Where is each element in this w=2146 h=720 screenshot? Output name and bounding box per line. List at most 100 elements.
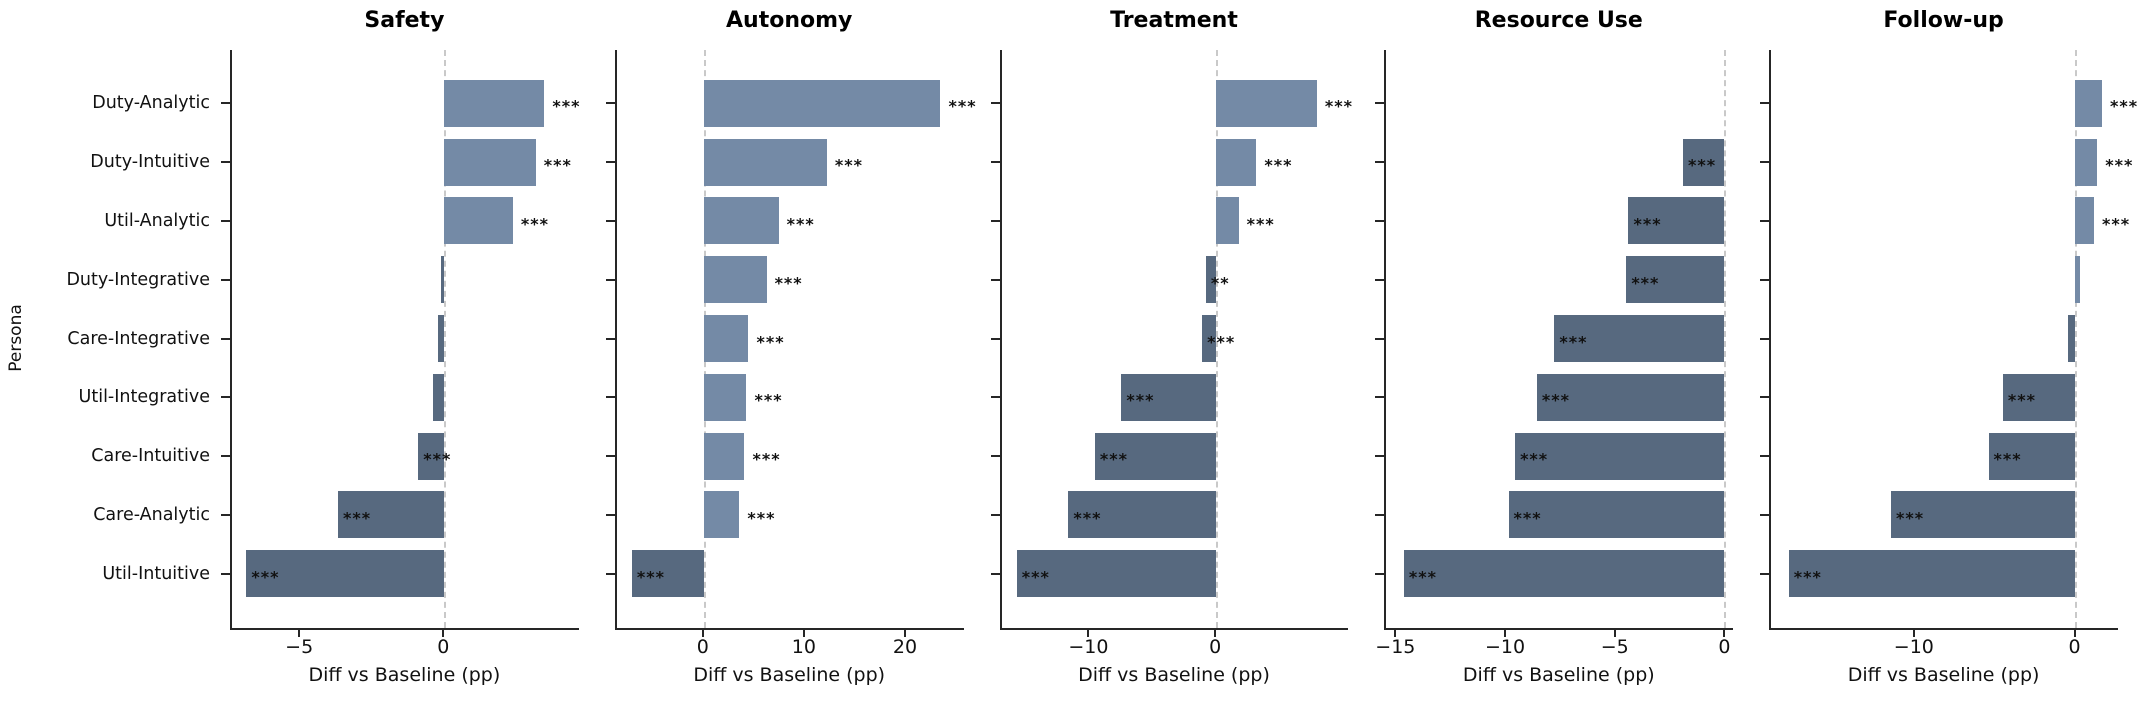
row-duty-analytic [1375,74,1733,133]
x-tick-mark [1723,628,1726,637]
y-tick-mark [990,278,1000,281]
bar-duty-analytic [444,79,545,127]
x-tick-label: 0 [696,636,709,658]
y-tick-mark [605,219,615,222]
y-tick-mark [605,102,615,105]
significance-stars: *** [1993,449,2022,469]
row-duty-analytic: *** [605,74,976,133]
y-tick-mark [605,337,615,340]
row-duty-integrative: *** [605,250,964,309]
bar-duty-integrative [1626,256,1725,304]
zero-reference-line [444,50,447,628]
bar-care-analytic [1508,491,1725,539]
significance-stars: *** [552,96,581,116]
row-duty-analytic: *** [221,74,581,133]
y-tick-mark [1375,396,1385,399]
row-util-analytic: *** [990,192,1349,251]
x-tick-label: −5 [285,636,314,658]
panel-autonomy: Autonomy *** *** *** *** *** *** *** *** *** 0 10 20… [605,0,976,720]
significance-stars: *** [1688,155,1717,175]
x-tick-mark [1504,628,1507,637]
bar-care-intuitive [704,432,745,480]
bar-care-integrative [704,315,749,363]
y-tick-mark [221,161,230,164]
y-tick-mark [1375,337,1385,340]
category-label-duty-analytic: Duty-Analytic [92,93,210,114]
significance-stars: *** [1021,567,1050,587]
x-tick-mark [442,628,445,637]
x-tick-mark [802,628,805,637]
y-tick-mark [1760,102,1770,105]
row-util-intuitive: *** [990,544,1349,603]
significance-stars: *** [423,449,452,469]
y-tick-mark [221,513,230,516]
bar-duty-intuitive [1215,138,1257,186]
significance-stars: *** [2110,96,2139,116]
y-tick-mark [1760,219,1770,222]
row-util-integrative: *** [990,368,1349,427]
panel-title-safety: Safety [364,8,445,33]
significance-stars: ** [1210,273,1230,293]
row-duty-integrative: ** [990,250,1349,309]
bar-duty-intuitive [444,138,536,186]
bar-duty-intuitive [704,138,827,186]
bar-util-analytic [444,197,513,245]
significance-stars: *** [756,332,785,352]
category-axis: Duty-Analytic Duty-Intuitive Util-Analytic… [0,74,222,603]
panel-treatment: Treatment *** *** *** ** *** *** *** *** *** −10 0 D… [990,0,1352,720]
y-tick-mark [1760,396,1770,399]
y-tick-mark [990,337,1000,340]
y-tick-mark [1760,161,1770,164]
significance-stars: *** [1559,332,1588,352]
y-tick-mark [1375,455,1385,458]
x-tick-mark [1912,628,1915,637]
x-tick-mark [1394,628,1397,637]
row-util-analytic: *** [605,192,964,251]
y-tick-mark [221,455,230,458]
zero-reference-line [2074,50,2077,628]
x-axis-title: Diff vs Baseline (pp) [693,664,886,686]
significance-stars: *** [1520,449,1549,469]
significance-stars: *** [2007,390,2037,410]
category-label-care-analytic: Care-Analytic [93,504,210,525]
y-tick-mark [990,161,1000,164]
bar-util-intuitive [1016,550,1216,598]
bar-care-analytic [704,491,740,539]
row-util-analytic: *** [1375,192,1733,251]
bar-util-integrative [1536,373,1725,421]
bar-care-analytic [1068,491,1216,539]
plot-area: *** *** *** ** *** *** *** *** *** [990,50,1352,630]
y-tick-mark [1375,572,1385,575]
x-tick-mark [1613,628,1616,637]
row-care-analytic: *** [1375,485,1733,544]
significance-stars: *** [1541,390,1570,410]
significance-stars: *** [1633,214,1662,234]
x-tick-label: −10 [1068,636,1109,658]
bar-care-intuitive [1094,432,1216,480]
panel-title-resource-use: Resource Use [1474,8,1643,33]
row-duty-intuitive: *** [605,133,964,192]
x-tick-mark [903,628,906,637]
x-tick-mark [1087,628,1090,637]
bar-duty-integrative [441,256,445,304]
plot-area: *** *** *** *** *** *** *** [1760,50,2137,630]
bar-util-analytic [2074,197,2094,245]
y-tick-mark [221,396,230,399]
row-util-integrative: *** [1760,368,2118,427]
bar-util-intuitive [631,550,705,598]
significance-stars: *** [520,214,549,234]
y-tick-mark [1375,102,1385,105]
significance-stars: *** [786,214,815,234]
significance-stars: *** [1896,508,1925,528]
panel-title-treatment: Treatment [1110,8,1238,33]
y-tick-mark [990,455,1000,458]
bar-rows: *** *** *** *** *** *** *** *** [1375,74,1733,603]
bar-rows: *** *** *** ** *** *** *** *** *** [990,74,1352,603]
y-tick-mark [605,455,615,458]
bar-util-integrative [1121,373,1216,421]
y-tick-mark [1375,278,1385,281]
significance-stars: *** [636,567,665,587]
row-duty-integrative [221,250,579,309]
bar-rows: *** *** *** *** *** *** *** [1760,74,2137,603]
bar-util-integrative [704,373,747,421]
